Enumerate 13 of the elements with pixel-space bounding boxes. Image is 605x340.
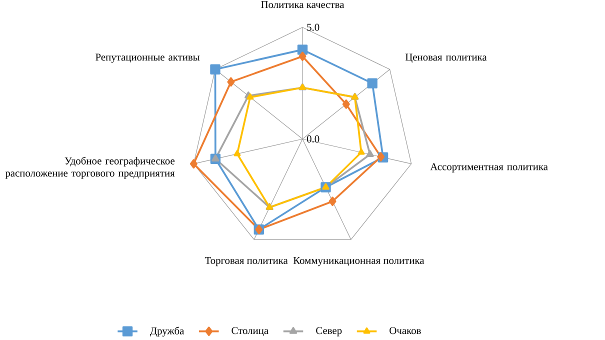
legend-label: Очаков: [390, 326, 421, 334]
spoke-label: Торговая политика: [204, 256, 288, 266]
spoke-label: Репутационные активы: [96, 53, 200, 63]
spoke-label: Ассортиментная политика: [430, 163, 548, 172]
legend-label: Север: [316, 326, 342, 336]
legend-label: Столица: [232, 326, 268, 336]
spoke-label: Политика качества: [261, 0, 344, 8]
y-tick-label: 0.0: [306, 135, 320, 142]
spoke-label: Удобное географическое расположение торгового предприятия: [5, 156, 175, 178]
y-tick-label: 5.0: [307, 24, 320, 31]
spoke-label: Ценовая политика: [405, 53, 487, 63]
spoke-label: Коммуникационная политика: [293, 256, 424, 266]
legend-label: Дружба: [150, 326, 184, 336]
